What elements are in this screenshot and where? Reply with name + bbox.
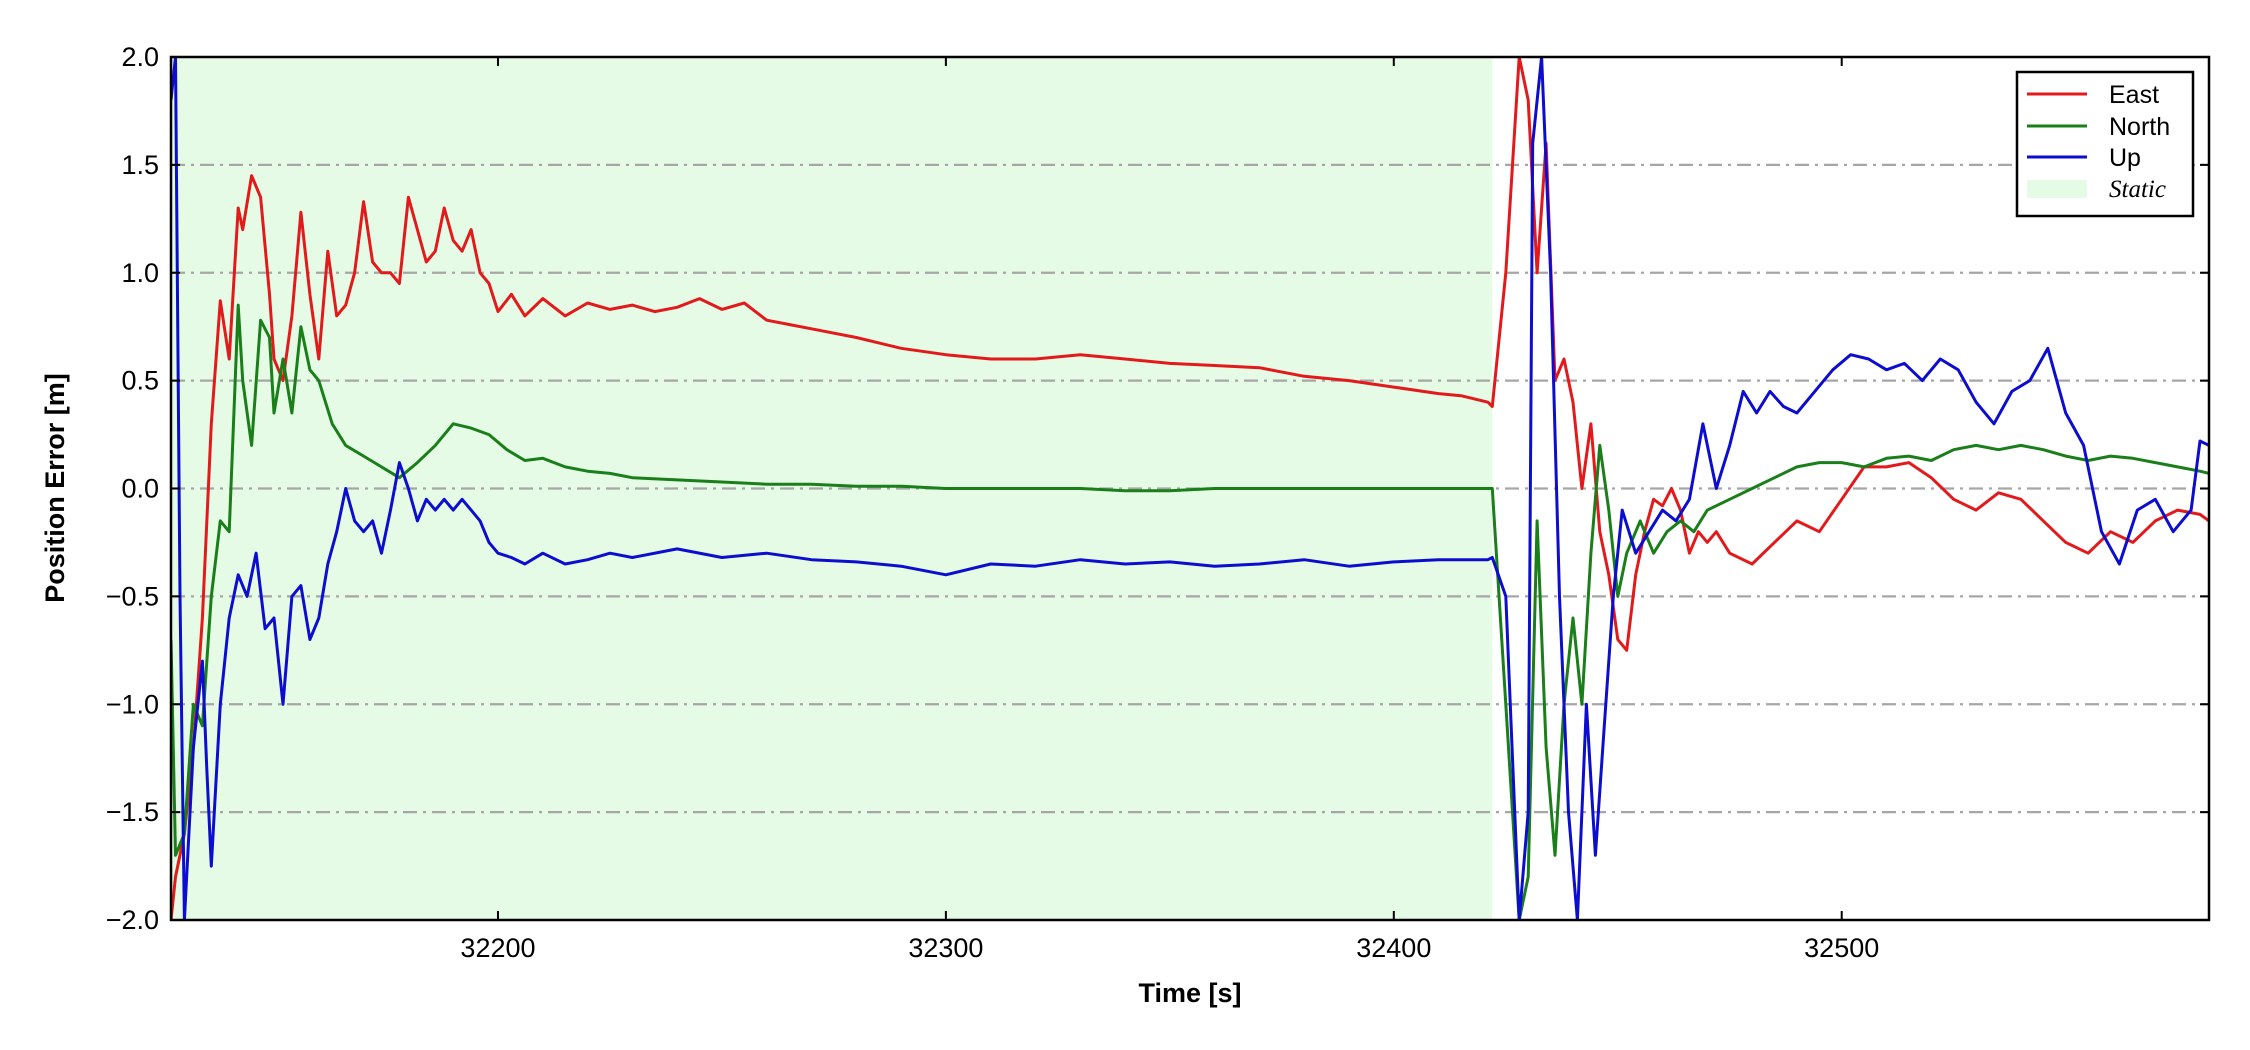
- x-axis-title: Time [s]: [1138, 978, 1241, 1008]
- series-line-up: [171, 57, 2209, 920]
- legend-east-label: East: [2109, 81, 2159, 109]
- y-tick-label: 2.0: [121, 42, 159, 72]
- x-tick-label: 32300: [908, 933, 983, 963]
- legend-static-label: Static: [2109, 176, 2166, 203]
- y-tick-label: −2.0: [106, 905, 159, 935]
- y-tick-label: −1.5: [106, 797, 159, 827]
- tick-layer: 32200 32300 32400 32500 2.0 1.5 1.0 0.5 0.0 −0.5 −…: [106, 42, 2209, 963]
- series-layer: [171, 57, 2209, 920]
- y-tick-label: 1.5: [121, 150, 159, 180]
- legend: East North Up Static: [2015, 70, 2195, 218]
- y-axis-title: Position Error [m]: [40, 373, 70, 603]
- series-line-east: [171, 57, 2209, 920]
- y-tick-label: −1.0: [106, 689, 159, 719]
- legend-static-swatch: [2027, 180, 2087, 198]
- x-tick-label: 32400: [1356, 933, 1431, 963]
- legend-up-label: Up: [2109, 144, 2141, 172]
- x-tick-label: 32200: [460, 933, 535, 963]
- y-tick-label: 1.0: [121, 258, 159, 288]
- series-line-north: [171, 303, 2209, 920]
- x-tick-label: 32500: [1804, 933, 1879, 963]
- y-tick-label: 0.0: [121, 474, 159, 504]
- y-tick-label: −0.5: [106, 581, 159, 611]
- legend-north-label: North: [2109, 113, 2170, 141]
- y-tick-label: 0.5: [121, 366, 159, 396]
